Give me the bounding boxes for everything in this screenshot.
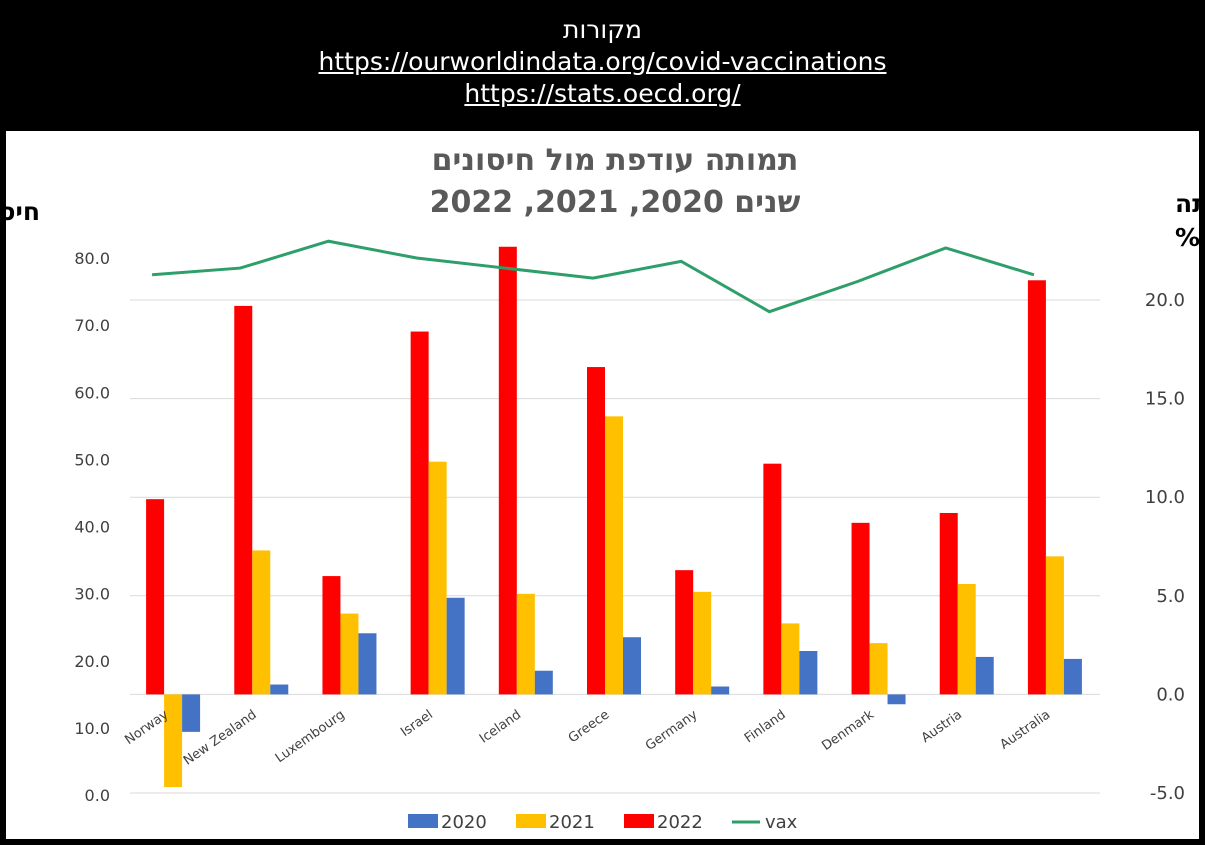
bar-2022 bbox=[498, 246, 517, 695]
legend-swatch-2021 bbox=[516, 814, 546, 828]
bar-2022 bbox=[587, 367, 605, 695]
source-link-ourworldindata[interactable]: https://ourworldindata.org/covid-vaccina… bbox=[318, 47, 887, 76]
bar-2022 bbox=[675, 570, 694, 695]
right-axis-title-line1: תמותה bbox=[1175, 189, 1205, 218]
right-tick-label: 10.0 bbox=[1145, 487, 1185, 508]
bar-2021 bbox=[340, 613, 359, 695]
gridlines bbox=[130, 299, 1100, 794]
left-tick-label: 70.0 bbox=[74, 316, 110, 335]
bar-2022 bbox=[851, 522, 870, 695]
bar-2021 bbox=[516, 593, 535, 695]
left-tick-label: 80.0 bbox=[74, 249, 110, 268]
category-label: Luxembourg bbox=[273, 707, 348, 766]
bar-2020 bbox=[623, 637, 641, 695]
left-tick-label: 10.0 bbox=[74, 719, 110, 738]
bar-2020 bbox=[270, 684, 289, 695]
sources-banner: מקורות https://ourworldindata.org/covid-… bbox=[0, 0, 1205, 131]
bar-2021 bbox=[252, 550, 271, 695]
category-label: Austria bbox=[919, 707, 965, 746]
bars bbox=[146, 246, 1082, 788]
legend-label-2022: 2022 bbox=[657, 812, 703, 833]
bar-2022 bbox=[939, 512, 958, 695]
bar-2020 bbox=[975, 656, 994, 695]
legend-swatch-2022 bbox=[624, 814, 654, 828]
bar-2021 bbox=[605, 416, 623, 695]
category-label: Denmark bbox=[819, 707, 877, 754]
vax-line-layer bbox=[151, 239, 1035, 314]
right-tick-label: 15.0 bbox=[1145, 389, 1185, 410]
bar-2021 bbox=[957, 583, 976, 695]
bar-2020 bbox=[358, 633, 377, 695]
bar-2021 bbox=[164, 694, 183, 788]
right-axis-title-line2: עודפת % bbox=[1175, 223, 1205, 252]
left-tick-label: 0.0 bbox=[85, 786, 110, 805]
legend-label-vax: vax bbox=[765, 812, 798, 833]
bar-2022 bbox=[763, 463, 782, 695]
bar-2020 bbox=[182, 694, 201, 732]
bar-2020 bbox=[887, 694, 906, 705]
chart-subtitle: שנים 2020, 2021, 2022 bbox=[430, 185, 801, 220]
bar-2020 bbox=[799, 651, 818, 695]
bar-2020 bbox=[534, 670, 553, 695]
category-label: Greece bbox=[566, 707, 613, 746]
left-axis-title: חיסונים % bbox=[0, 197, 40, 226]
left-tick-label: 60.0 bbox=[74, 383, 110, 402]
right-tick-label: 20.0 bbox=[1145, 290, 1185, 311]
chart-title: תמותה עודפת מול חיסונים bbox=[432, 143, 799, 178]
left-tick-label: 40.0 bbox=[74, 518, 110, 537]
bar-2021 bbox=[869, 643, 888, 695]
bar-2020 bbox=[711, 686, 730, 695]
source-link-oecd[interactable]: https://stats.oecd.org/ bbox=[464, 79, 741, 108]
right-tick-label: 5.0 bbox=[1156, 586, 1185, 607]
bar-2022 bbox=[146, 499, 165, 695]
bar-2021 bbox=[693, 591, 712, 695]
category-label: Germany bbox=[643, 707, 701, 754]
bar-2020 bbox=[446, 597, 465, 695]
category-label: Australia bbox=[997, 707, 1053, 752]
bar-2021 bbox=[1045, 556, 1064, 695]
legend-label-2020: 2020 bbox=[441, 812, 487, 833]
bar-2021 bbox=[781, 623, 800, 695]
right-tick-label: -5.0 bbox=[1150, 783, 1185, 804]
vax-line bbox=[151, 239, 1035, 314]
bar-2022 bbox=[1027, 280, 1046, 695]
bar-2022 bbox=[234, 305, 253, 695]
legend: 2020 2021 2022 vax bbox=[408, 812, 798, 833]
left-tick-label: 20.0 bbox=[74, 652, 110, 671]
sources-heading: מקורות bbox=[563, 15, 642, 44]
left-tick-label: 30.0 bbox=[74, 585, 110, 604]
category-label: Israel bbox=[398, 707, 436, 740]
legend-label-2021: 2021 bbox=[549, 812, 595, 833]
right-tick-label: 0.0 bbox=[1156, 684, 1185, 705]
bar-2021 bbox=[428, 461, 447, 695]
bar-2022 bbox=[410, 331, 429, 695]
bar-2022 bbox=[322, 576, 341, 695]
category-label: Finland bbox=[742, 707, 789, 746]
left-tick-label: 50.0 bbox=[74, 450, 110, 469]
legend-swatch-2020 bbox=[408, 814, 438, 828]
bar-2020 bbox=[1063, 658, 1082, 695]
category-label: Iceland bbox=[477, 707, 524, 746]
